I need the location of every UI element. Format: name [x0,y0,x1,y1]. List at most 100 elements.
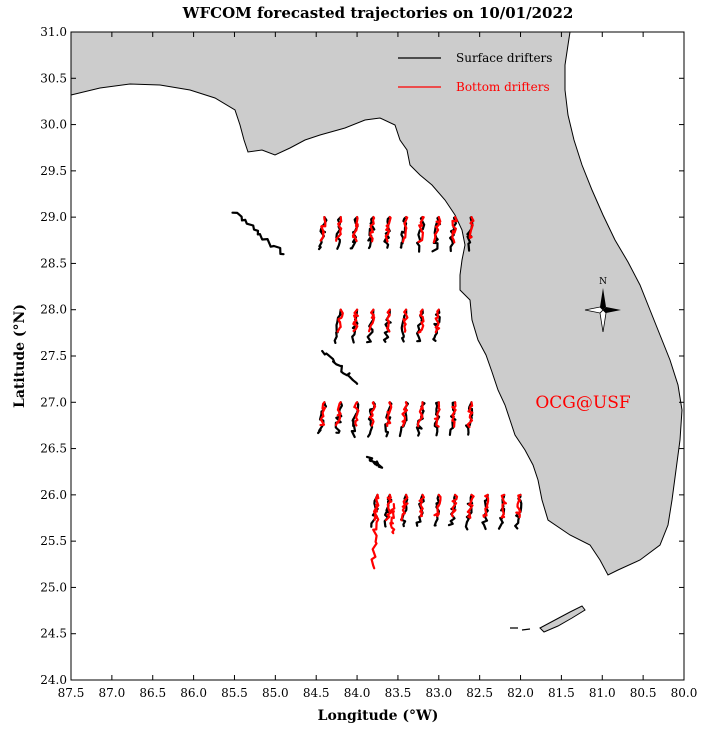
bottom-trajectory [432,216,442,244]
x-tick-label: 87.0 [99,686,126,700]
x-tick-label: 83.5 [385,686,412,700]
x-tick-label: 81.5 [548,686,575,700]
keys-west [510,627,531,631]
bottom-trajectory [515,493,522,519]
surface-trajectory [365,455,384,469]
y-axis-ticks: 24.0 24.5 25.0 25.5 26.0 26.5 27.0 27.5 28.0 28.5… [40,25,684,687]
bottom-trajectory [389,503,396,535]
bottom-trajectory [482,493,490,518]
bottom-trajectory [370,493,380,570]
surface-trajectory [317,216,328,251]
bottom-trajectory [368,401,377,427]
bottom-trajectory [400,493,409,522]
y-tick-label: 24.0 [40,673,67,687]
keys-islands [539,605,586,633]
bottom-trajectories [319,216,522,570]
surface-trajectory [449,216,457,253]
bottom-trajectory [417,216,425,243]
legend-surface-label: Surface drifters [456,51,552,65]
bottom-trajectory [334,401,342,427]
y-tick-label: 31.0 [40,25,67,39]
y-tick-label: 29.0 [40,210,67,224]
bottom-trajectory [351,216,359,243]
y-tick-label: 29.5 [40,164,67,178]
x-tick-label: 84.5 [303,686,330,700]
y-tick-label: 27.5 [40,349,67,363]
bottom-trajectory [369,216,376,243]
bottom-trajectory [335,216,343,242]
x-tick-label: 82.5 [466,686,493,700]
bottom-trajectory [384,216,392,243]
x-tick-label: 86.5 [139,686,166,700]
x-axis-ticks: 87.5 87.0 86.5 86.0 85.5 85.0 84.5 84.0 83.5 83.0… [58,32,698,700]
y-tick-label: 27.0 [40,395,67,409]
x-tick-label: 86.0 [180,686,207,700]
surface-trajectory [416,216,426,253]
bottom-trajectory [401,401,409,428]
bottom-trajectory [433,493,442,518]
x-tick-label: 83.0 [425,686,452,700]
surface-trajectory [370,493,379,528]
x-axis-label: Longitude (°W) [318,708,439,724]
compass-rose: N [584,277,621,333]
x-tick-label: 82.0 [507,686,534,700]
surface-trajectory [231,211,285,256]
x-tick-label: 85.0 [262,686,289,700]
bottom-trajectory [417,308,425,334]
bottom-trajectory [433,401,441,428]
surface-trajectory [400,308,408,343]
bottom-trajectory [319,401,327,427]
surface-trajectory [448,401,457,436]
legend: Surface drifters Bottom drifters [398,51,552,94]
bottom-trajectory [434,308,441,334]
bottom-trajectory [353,401,360,427]
x-tick-label: 85.5 [221,686,248,700]
surface-trajectory [384,401,393,438]
bottom-trajectory [385,493,393,522]
bottom-trajectory [401,216,409,243]
surface-trajectory [333,308,342,344]
bottom-trajectory [451,216,458,244]
y-tick-label: 25.0 [40,580,67,594]
bottom-trajectory [466,493,475,519]
y-tick-label: 28.0 [40,303,67,317]
x-tick-label: 84.0 [344,686,371,700]
y-tick-label: 24.5 [40,627,67,641]
y-tick-label: 25.5 [40,534,67,548]
bottom-trajectory [500,493,507,519]
bottom-trajectory [319,216,327,242]
legend-bottom-label: Bottom drifters [456,80,550,94]
surface-trajectory [481,493,489,531]
bottom-trajectory [402,308,409,333]
surface-trajectory [433,401,441,437]
y-axis-label: Latitude (°N) [12,304,28,408]
bottom-trajectory [468,216,475,240]
bottom-trajectory [352,308,359,333]
bottom-trajectory [418,493,425,518]
bottom-trajectory [450,493,459,518]
y-tick-label: 28.5 [40,256,67,270]
x-tick-label: 81.0 [589,686,616,700]
bottom-trajectory [386,308,391,333]
x-tick-label: 80.5 [630,686,657,700]
surface-trajectory [399,216,408,249]
x-tick-label: 80.0 [671,686,698,700]
y-tick-label: 26.0 [40,488,67,502]
florida-land [70,31,683,576]
y-tick-label: 30.5 [40,71,67,85]
chart-title: WFCOM forecasted trajectories on 10/01/2… [182,4,574,22]
bottom-trajectory [451,401,457,428]
y-tick-label: 26.5 [40,442,67,456]
surface-trajectory [383,216,391,249]
watermark-text: OCG@USF [535,393,630,413]
y-tick-label: 30.0 [40,118,67,132]
bottom-trajectory [466,401,474,429]
land-layer [70,31,683,633]
surface-trajectory [334,401,343,434]
bottom-trajectory [417,401,424,428]
surface-trajectory [432,308,441,342]
surface-trajectory [321,349,359,385]
compass-north-label: N [599,277,607,287]
bottom-trajectory [385,401,393,427]
